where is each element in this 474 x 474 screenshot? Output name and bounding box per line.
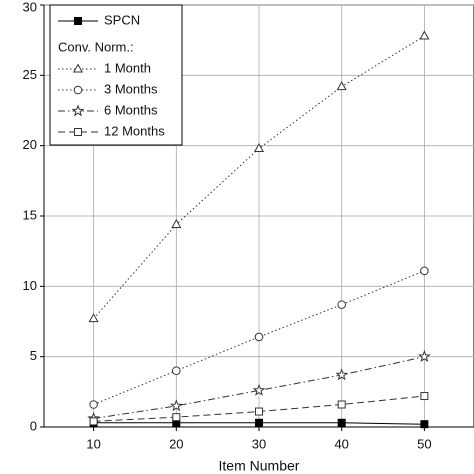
marker: [420, 266, 429, 276]
marker: [337, 300, 346, 309]
marker: [71, 104, 85, 117]
marker: [74, 128, 82, 136]
y-tick-label: 25: [23, 67, 37, 82]
marker: [255, 407, 263, 416]
marker: [88, 313, 99, 323]
marker: [420, 392, 429, 401]
marker: [420, 420, 429, 429]
y-tick-label: 10: [23, 278, 37, 293]
marker: [335, 368, 348, 381]
marker: [72, 63, 84, 73]
y-tick-label: 20: [23, 137, 37, 152]
marker: [252, 383, 266, 396]
legend-box: [49, 4, 183, 146]
x-axis-label: Item Number: [219, 458, 300, 474]
x-tick-label: 30: [252, 436, 266, 451]
x-tick-label: 20: [169, 436, 183, 451]
marker: [418, 350, 431, 363]
y-tick-label: 0: [30, 418, 37, 433]
marker: [336, 81, 347, 91]
series-line: [93, 270, 425, 405]
x-tick-label: 40: [334, 436, 348, 451]
legend-subtitle: Conv. Norm.:: [58, 39, 134, 54]
marker: [73, 85, 83, 95]
legend-label: 12 Months: [104, 123, 165, 138]
legend-label: SPCN: [104, 12, 140, 27]
marker: [254, 332, 264, 342]
y-tick-label: 15: [23, 207, 37, 222]
series-line: [93, 356, 425, 420]
x-tick-label: 10: [86, 436, 100, 451]
marker: [172, 413, 181, 422]
series-line: [93, 35, 425, 320]
marker: [255, 418, 263, 427]
marker: [89, 400, 98, 409]
legend-label: 6 Months: [104, 102, 158, 117]
marker: [172, 366, 181, 376]
marker: [89, 417, 98, 426]
marker: [337, 418, 346, 427]
marker: [74, 17, 82, 25]
marker: [337, 400, 346, 409]
marker: [253, 142, 265, 152]
marker: [170, 399, 183, 412]
y-tick-label: 30: [23, 0, 37, 14]
x-tick-label: 50: [417, 436, 431, 451]
legend-label: 1 Month: [104, 60, 151, 75]
y-tick-label: 5: [30, 348, 37, 363]
legend-label: 3 Months: [104, 81, 158, 96]
marker: [419, 30, 430, 40]
marker: [171, 218, 182, 228]
